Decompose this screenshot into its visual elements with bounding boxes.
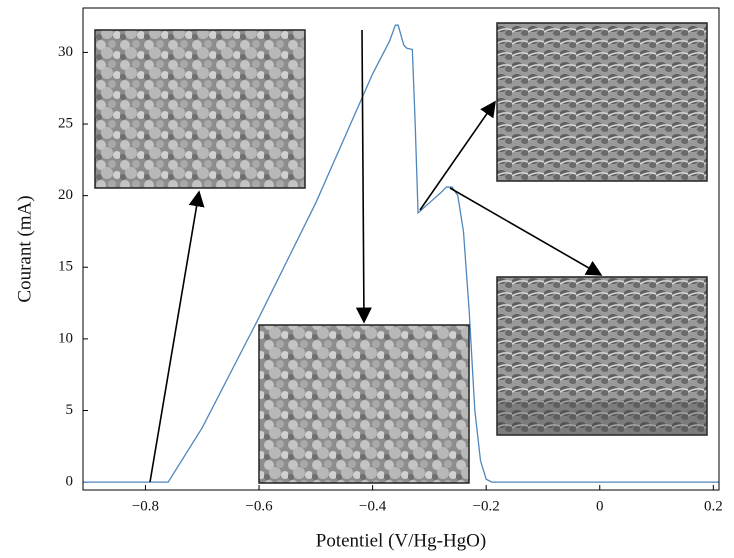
plot-frame <box>82 7 720 491</box>
arrow <box>449 187 603 276</box>
arrow <box>419 100 496 211</box>
x-tick-label: −0.6 <box>245 498 273 514</box>
y-tick-label: 20 <box>58 187 73 203</box>
sem-image <box>496 22 708 182</box>
y-axis-label: Courant (mA) <box>14 195 35 302</box>
y-tick-label: 10 <box>58 330 73 346</box>
arrow <box>149 190 205 483</box>
x-axis-label: Potentiel (V/Hg-HgO) <box>316 530 486 551</box>
data-line <box>83 24 719 483</box>
insets <box>94 22 708 484</box>
sem-shade <box>497 400 707 435</box>
sem-image <box>496 276 708 436</box>
y-tick-label: 30 <box>58 44 73 60</box>
y-tick-label: 0 <box>66 474 74 490</box>
y-tick-label: 15 <box>58 259 73 275</box>
arrows <box>149 29 603 483</box>
y-tick-label: 5 <box>66 402 74 418</box>
arrow <box>355 29 372 324</box>
x-tick-label: −0.8 <box>132 498 159 514</box>
x-tick-label: −0.2 <box>473 498 500 514</box>
sem-image <box>258 324 470 484</box>
x-tick-label: 0 <box>596 498 604 514</box>
x-tick-label: −0.4 <box>359 498 387 514</box>
x-tick-label: 0.2 <box>704 498 723 514</box>
y-tick-label: 25 <box>58 115 73 131</box>
sem-image <box>94 29 306 189</box>
